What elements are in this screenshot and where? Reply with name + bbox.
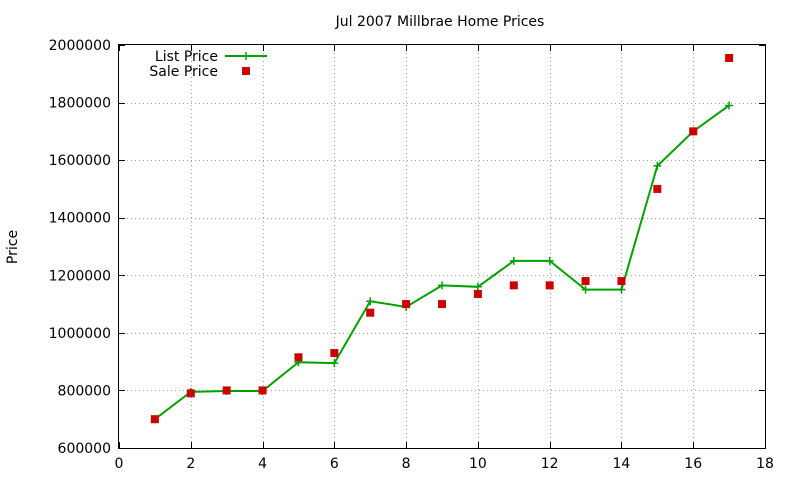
x-tick-label: 4 xyxy=(258,456,267,472)
legend-keys xyxy=(225,52,267,75)
x-tick-label: 14 xyxy=(613,456,631,472)
y-tick-label: 1600000 xyxy=(49,153,111,169)
plot-area xyxy=(150,53,734,424)
y-tick-label: 1400000 xyxy=(49,211,111,227)
series-line-list-price xyxy=(154,104,730,421)
list-price-point xyxy=(509,256,518,265)
plot-frame xyxy=(118,44,766,449)
list-price-point xyxy=(581,285,590,294)
sale-price-point xyxy=(258,386,267,395)
sale-price-point xyxy=(689,127,698,136)
y-tick-label: 1000000 xyxy=(49,326,111,342)
sale-price-point xyxy=(294,353,303,362)
sale-price-point xyxy=(186,389,195,398)
grid-lines xyxy=(119,45,765,448)
x-tick-label: 2 xyxy=(186,456,195,472)
y-tick-label: 1200000 xyxy=(49,268,111,284)
sale-price-point xyxy=(545,281,554,290)
x-axis: 0 2 4 6 8 10 12 14 16 18 xyxy=(115,45,774,472)
y-tick-label: 1800000 xyxy=(49,96,111,112)
x-tick-label: 10 xyxy=(469,456,487,472)
y-axis-label: Price xyxy=(5,230,21,264)
x-tick-label: 0 xyxy=(115,456,124,472)
x-tick-label: 12 xyxy=(541,456,559,472)
sale-price-point xyxy=(653,184,662,193)
list-price-point xyxy=(366,297,375,306)
legend-label-list-price: List Price xyxy=(155,49,218,65)
legend-label-sale-price: Sale Price xyxy=(149,64,218,80)
x-tick-label: 16 xyxy=(684,456,702,472)
list-price-point xyxy=(545,256,554,265)
y-tick-label: 800000 xyxy=(58,383,111,399)
sale-price-point xyxy=(366,308,375,317)
y-tick-label: 600000 xyxy=(58,441,111,457)
sale-price-point xyxy=(222,386,231,395)
sale-price-point xyxy=(509,281,518,290)
sale-price-point xyxy=(473,289,482,298)
list-price-point xyxy=(617,285,626,294)
sale-price-point xyxy=(725,53,734,62)
sale-price-point xyxy=(617,277,626,286)
legend-marker-list-price xyxy=(242,52,250,60)
x-tick-label: 8 xyxy=(402,456,411,472)
legend-key-sale-price xyxy=(242,67,250,75)
x-tick-label: 6 xyxy=(330,456,339,472)
list-price-point xyxy=(653,161,662,170)
legend: List Price Sale Price xyxy=(149,49,267,80)
x-tick-label: 18 xyxy=(756,456,774,472)
sale-price-point xyxy=(330,349,339,358)
sale-price-point xyxy=(581,277,590,286)
sale-price-point xyxy=(438,300,446,309)
list-price-point xyxy=(725,101,734,110)
list-price-point xyxy=(473,282,482,291)
list-price-point xyxy=(330,359,339,368)
y-tick-label: 2000000 xyxy=(49,38,111,54)
list-price-point xyxy=(438,281,446,290)
sale-price-point xyxy=(150,415,159,424)
chart-title: Jul 2007 Millbrae Home Prices xyxy=(335,14,545,30)
sale-price-point xyxy=(402,300,411,309)
y-axis: 600000 800000 1000000 1200000 1400000 1600000… xyxy=(49,38,765,457)
